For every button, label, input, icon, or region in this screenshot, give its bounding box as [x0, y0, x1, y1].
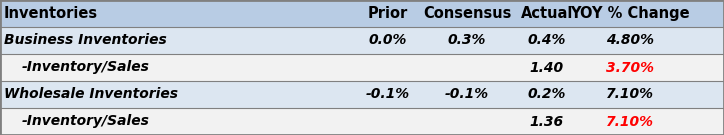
Text: -Inventory/Sales: -Inventory/Sales — [22, 114, 150, 129]
Bar — [0, 108, 724, 135]
Text: -0.1%: -0.1% — [445, 87, 489, 102]
Text: Business Inventories: Business Inventories — [4, 33, 167, 48]
Text: 7.10%: 7.10% — [606, 87, 654, 102]
Bar — [0, 81, 724, 108]
Text: YOY % Change: YOY % Change — [570, 6, 690, 21]
Text: -Inventory/Sales: -Inventory/Sales — [22, 60, 150, 75]
Text: 0.2%: 0.2% — [527, 87, 566, 102]
Text: 1.36: 1.36 — [529, 114, 564, 129]
Text: Inventories: Inventories — [4, 6, 98, 21]
Bar — [0, 0, 724, 27]
Bar — [0, 27, 724, 54]
Text: Prior: Prior — [367, 6, 408, 21]
Text: 7.10%: 7.10% — [606, 114, 654, 129]
Text: 0.3%: 0.3% — [447, 33, 487, 48]
Text: Consensus: Consensus — [423, 6, 511, 21]
Text: -0.1%: -0.1% — [366, 87, 409, 102]
Text: Wholesale Inventories: Wholesale Inventories — [4, 87, 177, 102]
Text: Actual: Actual — [521, 6, 573, 21]
Text: 3.70%: 3.70% — [606, 60, 654, 75]
Bar — [0, 54, 724, 81]
Text: 4.80%: 4.80% — [606, 33, 654, 48]
Text: 1.40: 1.40 — [529, 60, 564, 75]
Text: 0.0%: 0.0% — [368, 33, 407, 48]
Text: 0.4%: 0.4% — [527, 33, 566, 48]
